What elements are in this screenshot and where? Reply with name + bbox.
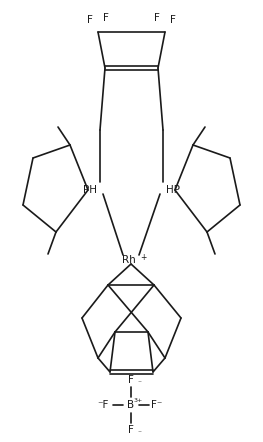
Text: F: F (170, 15, 176, 25)
Text: +: + (140, 254, 146, 263)
Text: B: B (128, 400, 135, 410)
Text: F: F (128, 375, 134, 385)
Text: 3+: 3+ (133, 399, 143, 404)
Text: ⁻: ⁻ (137, 378, 141, 388)
Text: ⁻: ⁻ (137, 428, 141, 438)
Text: PH: PH (83, 185, 97, 195)
Text: F: F (128, 425, 134, 435)
Text: HP: HP (166, 185, 180, 195)
Text: F: F (103, 13, 109, 23)
Text: F⁻: F⁻ (151, 400, 163, 410)
Text: Rh: Rh (122, 255, 136, 265)
Text: F: F (154, 13, 160, 23)
Text: ⁻F: ⁻F (97, 400, 109, 410)
Text: F: F (87, 15, 93, 25)
